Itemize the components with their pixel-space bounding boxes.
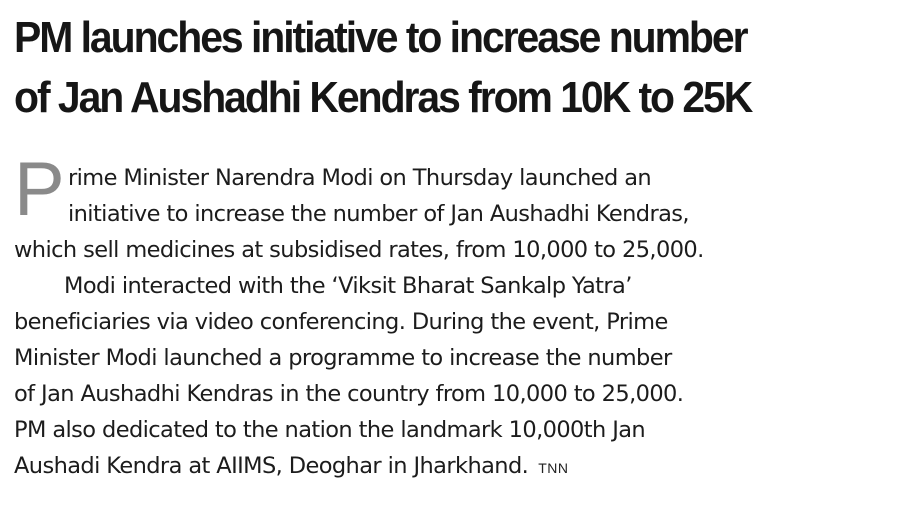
body-line-4: Modi interacted with the ‘Viksit Bharat …: [64, 273, 632, 299]
drop-cap: P: [14, 147, 65, 232]
body-line-9-text: Aushadi Kendra at AIIMS, Deoghar in Jhar…: [14, 453, 529, 479]
headline-line-1: PM launches initiative to increase numbe…: [14, 13, 749, 62]
body-line-3: which sell medicines at subsidised rates…: [14, 237, 704, 263]
article-body: P rime Minister Narendra Modi on Thursda…: [14, 152, 894, 484]
body-line-6: Minister Modi launched a programme to in…: [14, 345, 672, 371]
credit-tag: TNN: [538, 460, 569, 476]
headline-line-2: of Jan Aushadhi Kendras from 10K to 25K: [14, 73, 753, 122]
body-line-1: rime Minister Narendra Modi on Thursday …: [68, 165, 652, 191]
headline: PM launches initiative to increase numbe…: [14, 8, 832, 128]
body-line-2: initiative to increase the number of Jan…: [68, 201, 690, 227]
body-line-5: beneficiaries via video conferencing. Du…: [14, 309, 668, 335]
body-line-7: of Jan Aushadhi Kendras in the country f…: [14, 381, 684, 407]
body-line-8: PM also dedicated to the nation the land…: [14, 417, 646, 443]
body-line-9: Aushadi Kendra at AIIMS, Deoghar in Jhar…: [14, 448, 894, 484]
